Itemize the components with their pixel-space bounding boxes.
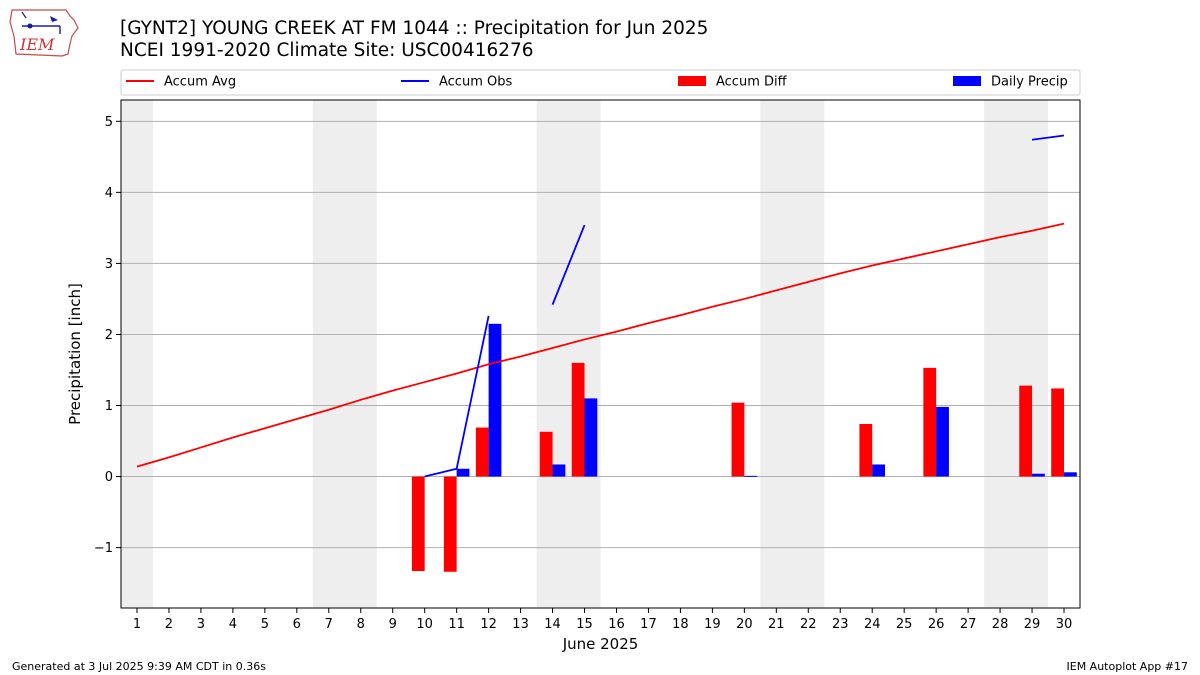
legend-bar-swatch	[953, 76, 981, 86]
accum-diff-bar	[539, 431, 553, 477]
legend-label: Accum Avg	[164, 75, 236, 90]
x-tick-label: 1	[133, 617, 141, 632]
y-tick-label: −1	[94, 541, 113, 556]
x-tick-label: 15	[576, 617, 593, 632]
x-tick-label: 6	[293, 617, 301, 632]
x-tick-label: 18	[672, 617, 689, 632]
x-tick-label: 17	[640, 617, 657, 632]
accum-diff-bar	[731, 402, 745, 477]
daily-precip-bar	[1064, 472, 1077, 477]
x-tick-label: 8	[357, 617, 365, 632]
accum-diff-bar	[859, 423, 873, 477]
daily-precip-bar	[552, 464, 566, 477]
daily-precip-bar	[936, 406, 949, 477]
legend-bar-swatch	[678, 76, 706, 86]
weekend-band	[984, 100, 1049, 608]
x-tick-label: 27	[960, 617, 977, 632]
generated-footer: Generated at 3 Jul 2025 9:39 AM CDT in 0…	[12, 660, 266, 673]
accum-diff-bar	[571, 362, 585, 477]
accum-diff-bar	[923, 367, 937, 477]
weekend-band	[760, 100, 825, 608]
x-tick-label: 29	[1024, 617, 1041, 632]
x-tick-label: 30	[1056, 617, 1073, 632]
weekend-band	[121, 100, 153, 608]
accum-obs-line	[551, 224, 586, 305]
y-tick-label: 5	[105, 115, 113, 130]
x-tick-label: 10	[416, 617, 433, 632]
x-tick-label: 26	[928, 617, 945, 632]
accum-diff-bar	[1051, 388, 1065, 477]
daily-precip-bar	[584, 398, 598, 477]
x-tick-label: 24	[864, 617, 881, 632]
legend-label: Accum Diff	[716, 75, 788, 90]
y-tick-label: 2	[105, 328, 113, 343]
x-tick-label: 2	[165, 617, 173, 632]
x-tick-label: 3	[197, 617, 205, 632]
x-tick-label: 21	[768, 617, 785, 632]
x-axis-label: June 2025	[562, 635, 639, 653]
accum-diff-bar	[411, 476, 425, 572]
x-tick-label: 9	[389, 617, 397, 632]
accum-obs-line	[424, 315, 490, 478]
y-tick-label: 4	[105, 186, 113, 201]
daily-precip-bar	[456, 468, 470, 477]
x-tick-label: 25	[896, 617, 913, 632]
accum-diff-bar	[1019, 385, 1033, 477]
chart-subtitle: NCEI 1991-2020 Climate Site: USC00416276	[120, 40, 534, 61]
daily-precip-bar	[1032, 473, 1045, 477]
x-tick-label: 22	[800, 617, 817, 632]
x-tick-label: 28	[992, 617, 1009, 632]
iem-logo: IEM	[9, 9, 79, 57]
daily-precip-bar	[744, 475, 758, 477]
x-tick-label: 13	[512, 617, 529, 632]
chart-title: [GYNT2] YOUNG CREEK AT FM 1044 :: Precip…	[120, 18, 709, 39]
y-axis-label: Precipitation [inch]	[66, 283, 84, 425]
app-footer: IEM Autoplot App #17	[1066, 660, 1189, 673]
legend-box	[120, 69, 1081, 96]
y-tick-label: 3	[105, 257, 113, 272]
legend: Accum Avg Accum Obs Accum Diff Daily Precip	[120, 69, 1081, 96]
legend-label: Accum Obs	[439, 75, 512, 90]
x-tick-label: 4	[229, 617, 237, 632]
y-tick-label: 0	[105, 470, 113, 485]
x-tick-label: 19	[704, 617, 721, 632]
x-tick-label: 20	[736, 617, 753, 632]
legend-label: Daily Precip	[991, 75, 1068, 90]
logo-text: IEM	[19, 35, 55, 54]
daily-precip-bar	[488, 323, 502, 477]
x-tick-label: 7	[325, 617, 333, 632]
y-tick-label: 1	[105, 399, 113, 414]
plot-frame	[120, 99, 1081, 609]
x-tick-label: 14	[544, 617, 561, 632]
weekend-band	[536, 100, 601, 608]
weekend-band	[312, 100, 377, 608]
daily-precip-bar	[872, 464, 886, 477]
iowa-outline-icon	[9, 9, 79, 57]
x-tick-label: 23	[832, 617, 849, 632]
x-tick-label: 11	[448, 617, 465, 632]
x-tick-label: 16	[608, 617, 625, 632]
accum-diff-bar	[475, 427, 489, 477]
accum-diff-bar	[443, 476, 457, 572]
x-tick-label: 5	[261, 617, 269, 632]
accum-avg-line	[136, 222, 1065, 468]
x-tick-label: 12	[480, 617, 497, 632]
accum-obs-line	[1031, 134, 1065, 141]
